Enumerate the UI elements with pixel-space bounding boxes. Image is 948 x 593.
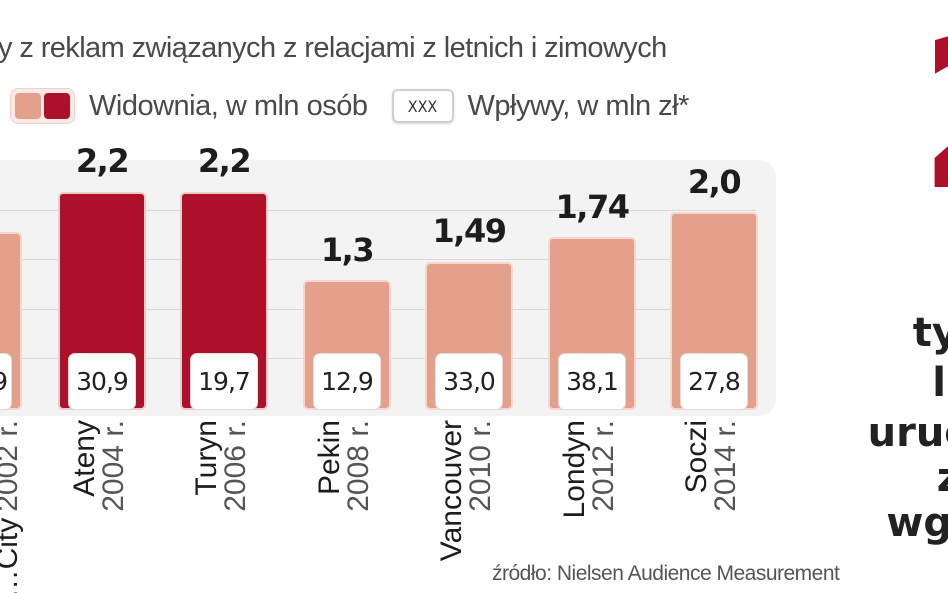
x-label-ateny: Ateny 2004 r.: [68, 420, 130, 512]
audience-value: 1,74: [555, 188, 630, 226]
audience-value: 2,2: [75, 142, 130, 180]
audience-value: 2,0: [687, 163, 742, 201]
x-label-turyn: Turyn 2006 r.: [190, 420, 252, 512]
x-label-2002: …City 2002 r.: [0, 420, 24, 593]
revenue-value: 33,0: [435, 353, 503, 410]
audience-value: 1,49: [432, 212, 507, 250]
winter-swatch: [44, 93, 70, 119]
revenue-value: 12,9: [313, 353, 381, 410]
legend-audience-label: Widownia, w mln osób: [89, 89, 368, 122]
gridline: [0, 210, 756, 211]
legend: Widownia, w mln osób XXX Wpływy, w mln z…: [10, 84, 689, 128]
revenue-value: 27,8: [680, 353, 748, 410]
x-label-pekin: Pekin 2008 r.: [313, 420, 375, 512]
side-line: uruc: [867, 410, 948, 456]
x-label-vancouver: Vancouver 2010 r.: [435, 420, 497, 562]
audience-value: 1,3: [320, 231, 375, 269]
revenue-value: …9: [0, 353, 12, 410]
bar-turyn-2006: 19,7: [180, 192, 268, 410]
bar-londyn-2012: 38,1: [548, 237, 636, 410]
side-line: ty: [912, 310, 948, 356]
big-number: 2: [918, 10, 948, 220]
audience-value: 2,2: [197, 142, 252, 180]
chart-title: y z reklam związanych z relacjami z letn…: [0, 32, 667, 64]
bar-2002: …9: [0, 232, 22, 410]
legend-revenue-label: Wpływy, w mln zł*: [467, 89, 690, 122]
side-line: z: [937, 455, 948, 501]
legend-revenue-marker: XXX: [391, 89, 454, 123]
revenue-value: 30,9: [68, 353, 136, 410]
bar-pekin-2008: 12,9: [303, 280, 391, 410]
bar-soczi-2014: 27,8: [670, 212, 758, 410]
revenue-value: 38,1: [558, 353, 626, 410]
side-line: wg: [886, 500, 948, 546]
source-note: źródło: Nielsen Audience Measurement: [492, 562, 840, 585]
summer-swatch: [15, 93, 41, 119]
bar-vancouver-2010: 33,0: [425, 262, 513, 410]
side-line: l: [932, 360, 946, 406]
gridline: [0, 259, 756, 260]
revenue-value: 19,7: [190, 353, 258, 410]
legend-swatches: [10, 88, 75, 124]
audience-value: 1,7: [0, 183, 25, 221]
bar-ateny-2004: 30,9: [58, 192, 146, 410]
